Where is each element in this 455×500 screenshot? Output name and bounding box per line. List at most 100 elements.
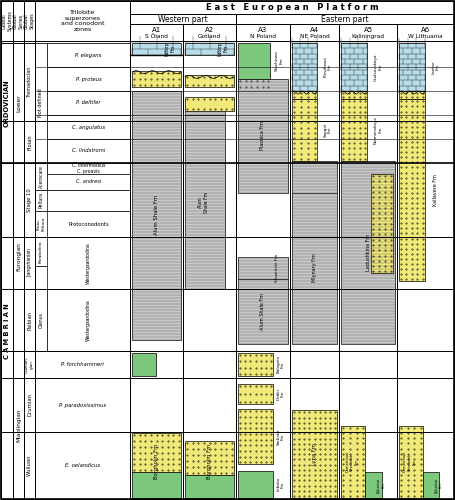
Bar bbox=[290, 24, 339, 41]
Bar bbox=[24, 43, 35, 121]
Text: Western part: Western part bbox=[158, 14, 208, 24]
Bar bbox=[35, 190, 130, 211]
Bar bbox=[13, 351, 24, 499]
Bar bbox=[292, 91, 317, 100]
Text: Laetse
Fm: Laetse Fm bbox=[431, 60, 440, 74]
Bar bbox=[185, 112, 225, 115]
Text: S Öland: S Öland bbox=[145, 34, 168, 38]
Bar bbox=[292, 43, 317, 91]
Text: W Lithuania: W Lithuania bbox=[408, 34, 443, 38]
Bar bbox=[132, 42, 181, 55]
Bar bbox=[47, 163, 130, 174]
Bar bbox=[35, 43, 130, 163]
Bar bbox=[130, 14, 236, 24]
Text: C. angulatus: C. angulatus bbox=[72, 124, 105, 130]
Text: Eastern part: Eastern part bbox=[321, 14, 369, 24]
Text: Westergaardodina: Westergaardodina bbox=[86, 242, 91, 284]
Bar bbox=[13, 163, 24, 351]
Bar bbox=[1, 163, 13, 499]
Bar bbox=[339, 24, 397, 41]
Text: Niemenskaya
Fm: Niemenskaya Fm bbox=[374, 116, 382, 144]
Text: NE Poland: NE Poland bbox=[300, 34, 329, 38]
Text: C. andresi: C. andresi bbox=[76, 180, 101, 184]
Text: ORDOVICIAN: ORDOVICIAN bbox=[4, 79, 10, 127]
Text: Floian: Floian bbox=[27, 134, 32, 150]
Text: Kybartai
Fm: Kybartai Fm bbox=[435, 478, 443, 492]
Bar bbox=[365, 472, 382, 498]
Bar bbox=[238, 278, 288, 344]
Bar bbox=[24, 237, 35, 289]
Text: Mlynary Fm: Mlynary Fm bbox=[312, 254, 317, 282]
Bar bbox=[24, 432, 35, 499]
Text: Alum Shale Fm: Alum Shale Fm bbox=[154, 196, 159, 235]
Bar bbox=[35, 289, 47, 351]
Bar bbox=[130, 1, 454, 14]
Bar bbox=[185, 474, 234, 498]
Bar bbox=[341, 161, 395, 344]
Text: Kaliningrad: Kaliningrad bbox=[352, 34, 384, 38]
Text: Pieszkowo
Fm: Pieszkowo Fm bbox=[324, 56, 332, 78]
Text: Lyna Fm: Lyna Fm bbox=[312, 443, 317, 465]
Bar bbox=[47, 139, 130, 163]
Text: E. oelandicus: E. oelandicus bbox=[65, 463, 100, 468]
Text: P. elegans: P. elegans bbox=[76, 52, 101, 58]
Bar bbox=[35, 289, 130, 351]
Text: Wuliuan: Wuliuan bbox=[27, 455, 32, 476]
Bar bbox=[24, 163, 35, 237]
Bar bbox=[132, 353, 156, 376]
Bar bbox=[341, 43, 367, 91]
Bar bbox=[185, 76, 234, 88]
Text: Trilobite
superzones
and conodont
zones: Trilobite superzones and conodont zones bbox=[61, 10, 104, 32]
Text: C. lindstromi: C. lindstromi bbox=[72, 148, 105, 154]
Text: Latorp
Fm: Latorp Fm bbox=[164, 42, 175, 56]
Bar bbox=[292, 161, 337, 192]
Text: Balognia
Fm: Balognia Fm bbox=[277, 356, 285, 374]
Bar bbox=[399, 100, 425, 281]
Text: Westergaardodina: Westergaardodina bbox=[86, 299, 91, 341]
Text: Sopgol
Fm: Sopgol Fm bbox=[324, 123, 332, 137]
Bar bbox=[371, 174, 393, 274]
Bar bbox=[238, 410, 273, 464]
Bar bbox=[292, 192, 337, 344]
Text: Tremadocian: Tremadocian bbox=[27, 66, 32, 98]
Bar bbox=[292, 410, 337, 498]
Bar bbox=[24, 289, 35, 351]
Text: Latorp
Fm: Latorp Fm bbox=[217, 42, 228, 56]
Text: Global
Systems: Global Systems bbox=[2, 10, 12, 31]
Text: E a s t   E u r o p e a n   P l a t f o r m: E a s t E u r o p e a n P l a t f o r m bbox=[206, 3, 378, 12]
Bar bbox=[238, 471, 273, 498]
Bar bbox=[341, 100, 367, 161]
Text: A5: A5 bbox=[364, 26, 373, 32]
Bar bbox=[238, 384, 273, 404]
Text: Global
Stages: Global Stages bbox=[24, 12, 35, 29]
Text: P. forchhammeri: P. forchhammeri bbox=[61, 362, 104, 367]
Bar bbox=[397, 24, 454, 41]
Bar bbox=[35, 237, 47, 266]
Text: Kybartai
Fm: Kybartai Fm bbox=[377, 478, 386, 492]
Text: Protoconodonts: Protoconodonts bbox=[68, 222, 109, 226]
Text: P. proteus: P. proteus bbox=[76, 76, 101, 82]
Bar bbox=[13, 43, 24, 163]
Bar bbox=[35, 211, 130, 237]
Bar bbox=[185, 97, 234, 112]
Bar bbox=[35, 163, 130, 190]
Bar bbox=[35, 351, 130, 378]
Bar bbox=[24, 351, 35, 378]
Bar bbox=[47, 289, 130, 351]
Text: Lower: Lower bbox=[16, 94, 21, 112]
Bar bbox=[47, 115, 130, 139]
Text: N Poland: N Poland bbox=[250, 34, 276, 38]
Text: Demetional
Veselovsk
Fm: Demetional Veselovsk Fm bbox=[345, 451, 359, 472]
Bar bbox=[35, 43, 47, 163]
Text: P. deltifer: P. deltifer bbox=[76, 100, 101, 105]
Text: Paibian: Paibian bbox=[27, 310, 32, 330]
Text: Alum Shale Fm: Alum Shale Fm bbox=[261, 292, 266, 330]
Bar bbox=[185, 441, 234, 474]
Text: Stage 10: Stage 10 bbox=[27, 188, 32, 212]
Text: Miaolingian: Miaolingian bbox=[16, 408, 21, 442]
Text: A4: A4 bbox=[310, 26, 319, 32]
Text: Guzhan-
gian: Guzhan- gian bbox=[25, 356, 34, 373]
Text: A1: A1 bbox=[152, 26, 161, 32]
Bar bbox=[399, 43, 425, 91]
Bar bbox=[130, 24, 183, 41]
